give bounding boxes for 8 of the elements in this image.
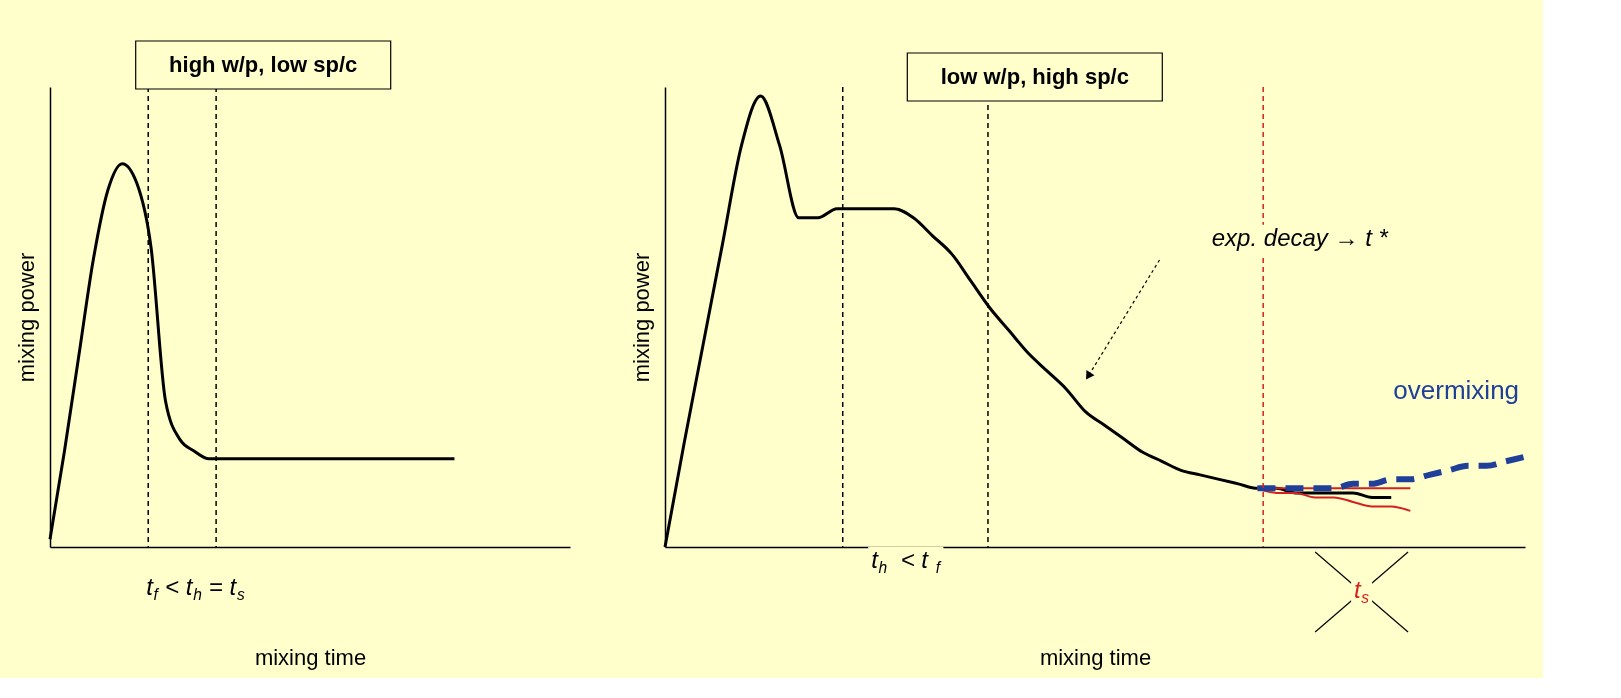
y-axis-title: mixing power [13,252,39,383]
x-axis-title: mixing time [254,644,367,670]
y-axis-title: mixing power [628,252,654,383]
chart-title: high w/p, low sp/c [169,52,358,77]
text: overmixing [1393,374,1520,405]
x-axis-title: mixing time [1039,644,1152,670]
annotation: exp. decay → t * [1211,223,1389,251]
chart-title: low w/p, high sp/c [940,64,1129,89]
